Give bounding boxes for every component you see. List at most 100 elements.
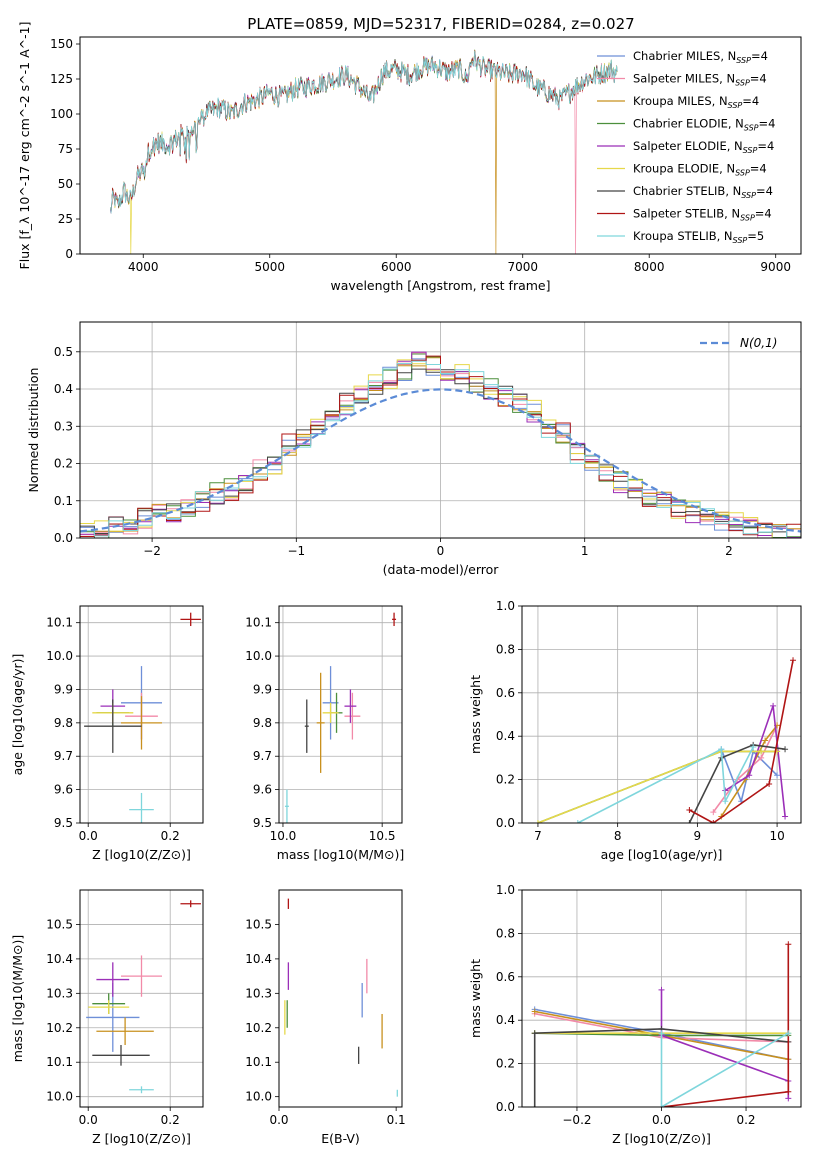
legend-label: Kroupa ELODIE, NSSP=4 (633, 162, 767, 178)
weight-vs-age-point-marker (774, 772, 781, 779)
age-vs-z-ytick-label: 10.1 (46, 616, 73, 630)
age-vs-mass-ytick-label: 9.9 (253, 682, 272, 696)
mass-vs-ebv-plot-area (284, 898, 398, 1097)
age-vs-z-axes: 0.0 0.2 9.5 9.6 9.7 9.8 9.9 10.0 10.1 Z [log10(Z/… (10, 606, 203, 862)
weight-vs-z-ytick-label: 0.8 (496, 926, 515, 940)
weight-vs-age-series-line (724, 705, 786, 817)
residuals-plot-area (79, 351, 802, 538)
weight-vs-age-point-marker (710, 820, 717, 823)
age-vs-mass-axes: 10.0 10.5 9.5 9.6 9.7 9.8 9.9 10.0 10.1 mass [log… (245, 606, 404, 862)
weight-vs-age-xtick-label: 10 (769, 829, 784, 843)
age-vs-mass-ytick-label: 9.6 (253, 783, 272, 797)
weight-vs-age-series-line (689, 660, 794, 823)
weight-vs-age-ytick-label: 1.0 (496, 599, 515, 613)
legend-label: Kroupa MILES, NSSP=4 (633, 94, 759, 110)
weight-vs-z-ytick-label: 0.2 (496, 1057, 515, 1071)
age-vs-z-ytick-label: 9.9 (54, 682, 73, 696)
mass-vs-z-ytick-label: 10.3 (46, 986, 73, 1000)
residuals-xtick-label: −2 (143, 544, 161, 558)
weight-vs-age-point-marker (746, 772, 753, 779)
mass-vs-z-ytick-label: 10.1 (46, 1055, 73, 1069)
age-vs-mass-ytick-label: 9.5 (253, 816, 272, 830)
weight-vs-z-series-line (660, 1032, 789, 1107)
age-vs-z-xtick-label: 0.0 (79, 829, 98, 843)
spectrum-xtick-label: 8000 (634, 260, 665, 274)
weight-vs-age-point-marker (770, 702, 777, 709)
weight-vs-age-point-marker (534, 820, 541, 823)
residuals-ytick-label: 0.0 (54, 531, 73, 545)
weight-vs-age-point-marker (762, 737, 769, 744)
age-vs-z-ytick-label: 9.5 (54, 816, 73, 830)
weight-vs-z-series-line (661, 944, 790, 1107)
age-vs-mass-plot-area (284, 612, 397, 823)
weight-vs-z-point-marker (785, 941, 792, 948)
spectrum-xtick-label: 9000 (760, 260, 791, 274)
legend-label: Salpeter MILES, NSSP=4 (633, 72, 767, 88)
spectrum-legend: Chabrier MILES, NSSP=4 Salpeter MILES, NS… (597, 49, 775, 245)
weight-vs-z-point-marker (785, 1088, 792, 1095)
mass-vs-z-ylabel: mass [log10(M/M⊙)] (10, 935, 25, 1063)
weight-vs-age-axes: 7 8 9 10 0.0 0.2 0.4 0.6 0.8 1.0 age [log10(age/yr… (468, 599, 801, 862)
weight-vs-age-xlabel: age [log10(age/yr)] (601, 847, 723, 862)
weight-vs-z-frame (521, 889, 802, 1108)
weight-vs-age-series-line (688, 744, 786, 823)
residuals-ytick-label: 0.2 (54, 457, 73, 471)
spectrum-xtick-label: 5000 (254, 260, 285, 274)
spectrum-axes: 4000 5000 6000 7000 8000 9000 0 25 50 75 100 125 150… (17, 22, 791, 293)
age-vs-mass-ytick-label: 9.8 (253, 716, 272, 730)
spectrum-plot-area (110, 49, 618, 254)
spectrum-series-line (110, 51, 618, 211)
age-vs-mass-xtick-label: 10.0 (270, 829, 297, 843)
mass-vs-z-plot-area (86, 900, 201, 1094)
mass-vs-ebv-axes: 0.0 0.1 10.0 10.1 10.2 10.3 10.4 10.5 E(B-V) (245, 917, 405, 1146)
weight-vs-age-point-marker (722, 798, 729, 805)
mass-vs-z-xtick-label: 0.0 (79, 1113, 98, 1127)
weight-vs-age-ytick-label: 0.4 (496, 729, 515, 743)
age-vs-z-ylabel: age [log10(age/yr)] (10, 654, 25, 776)
residuals-ytick-label: 0.4 (54, 382, 73, 396)
weight-vs-age-point-marker (782, 746, 789, 753)
mass-vs-ebv-xtick-label: 0.0 (269, 1113, 288, 1127)
spectrum-ytick-label: 25 (58, 212, 73, 226)
gaussian-reference-curve (79, 388, 802, 533)
mass-vs-z-frame (79, 889, 204, 1108)
mass-vs-ebv-xtick-label: 0.1 (387, 1113, 406, 1127)
weight-vs-z-point-marker (658, 1104, 665, 1107)
weight-vs-z-ytick-label: 0.0 (496, 1100, 515, 1114)
weight-vs-z-point-marker (531, 1008, 538, 1015)
spectrum-series-line (110, 50, 618, 214)
weight-vs-age-point-marker (750, 744, 757, 751)
spectrum-xtick-label: 6000 (381, 260, 412, 274)
legend-label: Kroupa STELIB, NSSP=5 (633, 229, 764, 245)
weight-vs-z-xlabel: Z [log10(Z/Z⊙)] (612, 1131, 711, 1146)
weight-vs-age-xtick-label: 9 (694, 829, 702, 843)
weight-vs-z-series-line (533, 1028, 789, 1107)
mass-vs-z-xlabel: Z [log10(Z/Z⊙)] (92, 1131, 191, 1146)
weight-vs-age-ytick-label: 0.2 (496, 773, 515, 787)
age-vs-mass-frame (278, 605, 403, 824)
weight-vs-age-ytick-label: 0.8 (496, 642, 515, 656)
age-vs-mass-ytick-label: 10.1 (245, 616, 272, 630)
spectrum-xtick-label: 7000 (507, 260, 538, 274)
legend-label: Salpeter ELODIE, NSSP=4 (633, 139, 774, 155)
legend-label: Chabrier MILES, NSSP=4 (633, 49, 768, 65)
weight-vs-age-point-marker (790, 657, 797, 664)
age-vs-mass-xlabel: mass [log10(M/M⊙)] (277, 847, 405, 862)
spectrum-ytick-label: 150 (50, 37, 73, 51)
legend-label: Chabrier ELODIE, NSSP=4 (633, 117, 775, 133)
weight-vs-age-point-marker (710, 809, 717, 816)
age-vs-z-frame (79, 605, 204, 824)
mass-vs-ebv-ytick-label: 10.3 (245, 986, 272, 1000)
weight-vs-z-ylabel: mass weight (468, 959, 483, 1038)
residuals-ylabel: Normed distribution (26, 368, 41, 493)
mass-vs-z-ytick-label: 10.5 (46, 917, 73, 931)
weight-vs-age-point-marker (574, 820, 581, 823)
weight-vs-age-point-marker (686, 806, 693, 813)
weight-vs-age-ylabel: mass weight (468, 675, 483, 754)
weight-vs-age-point-marker (766, 780, 773, 787)
residuals-xtick-label: 1 (581, 544, 589, 558)
spectrum-series-line (110, 50, 618, 214)
weight-vs-age-xtick-label: 7 (534, 829, 542, 843)
residuals-xtick-label: 0 (437, 544, 445, 558)
spectrum-ytick-label: 75 (58, 142, 73, 156)
